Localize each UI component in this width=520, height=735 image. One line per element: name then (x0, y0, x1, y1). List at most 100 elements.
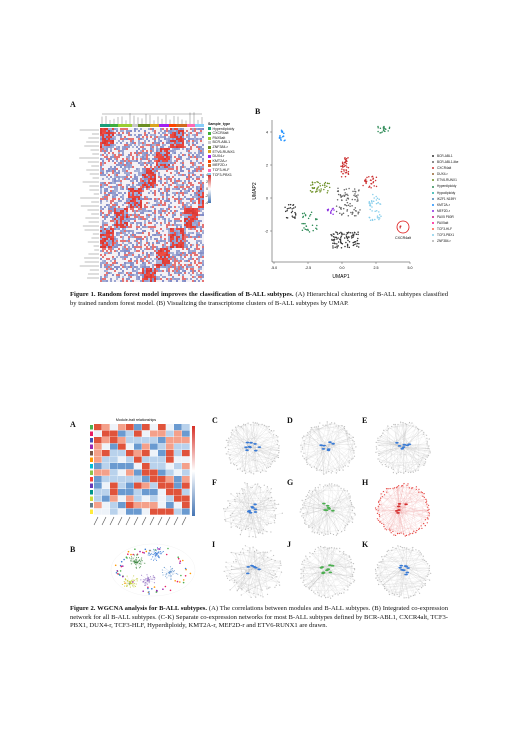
umap-point (371, 175, 373, 178)
umap-point (335, 236, 338, 239)
umap-point (377, 127, 379, 129)
umap-point (347, 194, 349, 197)
umap-point (321, 184, 324, 187)
fig1-caption-title: Figure 1. Random forest model improves t… (70, 291, 294, 298)
umap-point (368, 216, 371, 219)
umap-point (292, 203, 295, 206)
umap-point (353, 214, 356, 217)
umap-legend-item: BCR-ABL1 (432, 153, 492, 159)
umap-point (308, 231, 311, 233)
fig2-panel-letter: E (362, 416, 368, 425)
umap-point (301, 222, 303, 225)
umap-point (376, 197, 379, 199)
heatmap-cells (100, 128, 204, 282)
umap-point (311, 181, 314, 184)
umap-point (304, 228, 307, 230)
umap-x-tick-label: -5.0 (271, 266, 277, 270)
umap-point (355, 210, 357, 212)
umap-point (354, 190, 356, 193)
heatmap-legend-item: PAX5alt (208, 136, 258, 141)
umap-point (378, 218, 380, 221)
umap-point (353, 233, 355, 235)
umap-point (353, 231, 356, 234)
umap-point (344, 192, 346, 194)
umap-point (343, 194, 345, 197)
umap-point (337, 190, 339, 192)
umap-point (382, 128, 385, 130)
umap-point (399, 227, 401, 229)
umap-legend-item: TCF3-PBX1 (432, 232, 492, 238)
umap-point (377, 125, 379, 128)
umap-point (349, 202, 351, 205)
legend-dot (432, 161, 434, 164)
umap-point (345, 162, 348, 165)
umap-point (378, 211, 380, 213)
umap-point (310, 211, 313, 213)
heatmap-legend-item: TCF3-HLF (208, 168, 258, 173)
umap-point (343, 165, 346, 167)
umap-point (356, 242, 359, 245)
umap-point (346, 246, 349, 248)
umap-point (336, 238, 338, 240)
umap-point (373, 197, 375, 199)
umap-point (337, 245, 339, 247)
umap-point (354, 193, 356, 195)
fig2-integrated-network (110, 543, 196, 597)
umap-point (351, 232, 354, 234)
umap-point (289, 203, 292, 206)
subtype-network-graph (299, 483, 356, 536)
fig2-panel-letter: D (287, 416, 293, 425)
umap-point (357, 231, 359, 233)
umap-point (348, 236, 350, 238)
umap-point (343, 170, 345, 172)
umap-point (334, 246, 336, 248)
umap-point (351, 204, 353, 207)
umap-x-tick-label: 0.0 (340, 266, 345, 270)
heatmap-sample-annotation-bar (100, 124, 204, 127)
umap-point (354, 207, 357, 209)
umap-point (357, 212, 359, 215)
umap-point (307, 217, 310, 220)
umap-point (347, 214, 350, 217)
umap-y-ticks: 4 2 0 -2 (265, 130, 272, 233)
umap-y-tick-label: 0 (266, 196, 268, 200)
umap-point (312, 229, 314, 232)
umap-point (347, 173, 350, 175)
legend-label: ZNF384-r (212, 144, 228, 149)
umap-point (381, 131, 383, 133)
umap-point (310, 191, 313, 193)
umap-point (347, 198, 350, 200)
umap-point (348, 240, 351, 243)
legend-swatch (208, 168, 211, 172)
umap-point (293, 216, 296, 219)
umap-point (333, 233, 335, 235)
umap-point (294, 213, 297, 215)
umap-point (346, 244, 349, 247)
umap-point (357, 233, 359, 236)
umap-point (376, 216, 379, 219)
umap-x-label: UMAP1 (332, 274, 349, 280)
umap-point (332, 235, 335, 238)
umap-point (316, 228, 318, 230)
umap-point (344, 204, 346, 206)
umap-point (388, 127, 391, 130)
heatmap-legend-item: ETV6-RUNX1 (208, 150, 258, 155)
umap-point (374, 179, 377, 182)
heatmap-legend-item: DUX4-r (208, 154, 258, 159)
subtype-network-graph (375, 421, 431, 475)
umap-point (316, 190, 318, 192)
integrated-network-graph (110, 543, 196, 597)
umap-point (372, 193, 374, 196)
umap-point (354, 240, 356, 243)
umap-point (346, 210, 348, 212)
umap-point (324, 186, 326, 188)
umap-point (319, 185, 322, 187)
heatmap-legend-item: TCF3-PBX1 (208, 173, 258, 178)
fig1-umap-plot: -5.0 -2.5 0.0 2.5 5.0 4 2 0 -2 UMAP1 UMAP2 CXCR… (252, 120, 413, 280)
umap-point (342, 172, 344, 175)
umap-point (330, 233, 332, 236)
umap-point (354, 198, 356, 201)
fig2-caption: Figure 2. WGCNA analysis for B-ALL subty… (70, 605, 448, 631)
heatmap-legend-item: KMT2A-r (208, 159, 258, 164)
fig2-caption-title: Figure 2. WGCNA analysis for B-ALL subty… (70, 605, 207, 612)
